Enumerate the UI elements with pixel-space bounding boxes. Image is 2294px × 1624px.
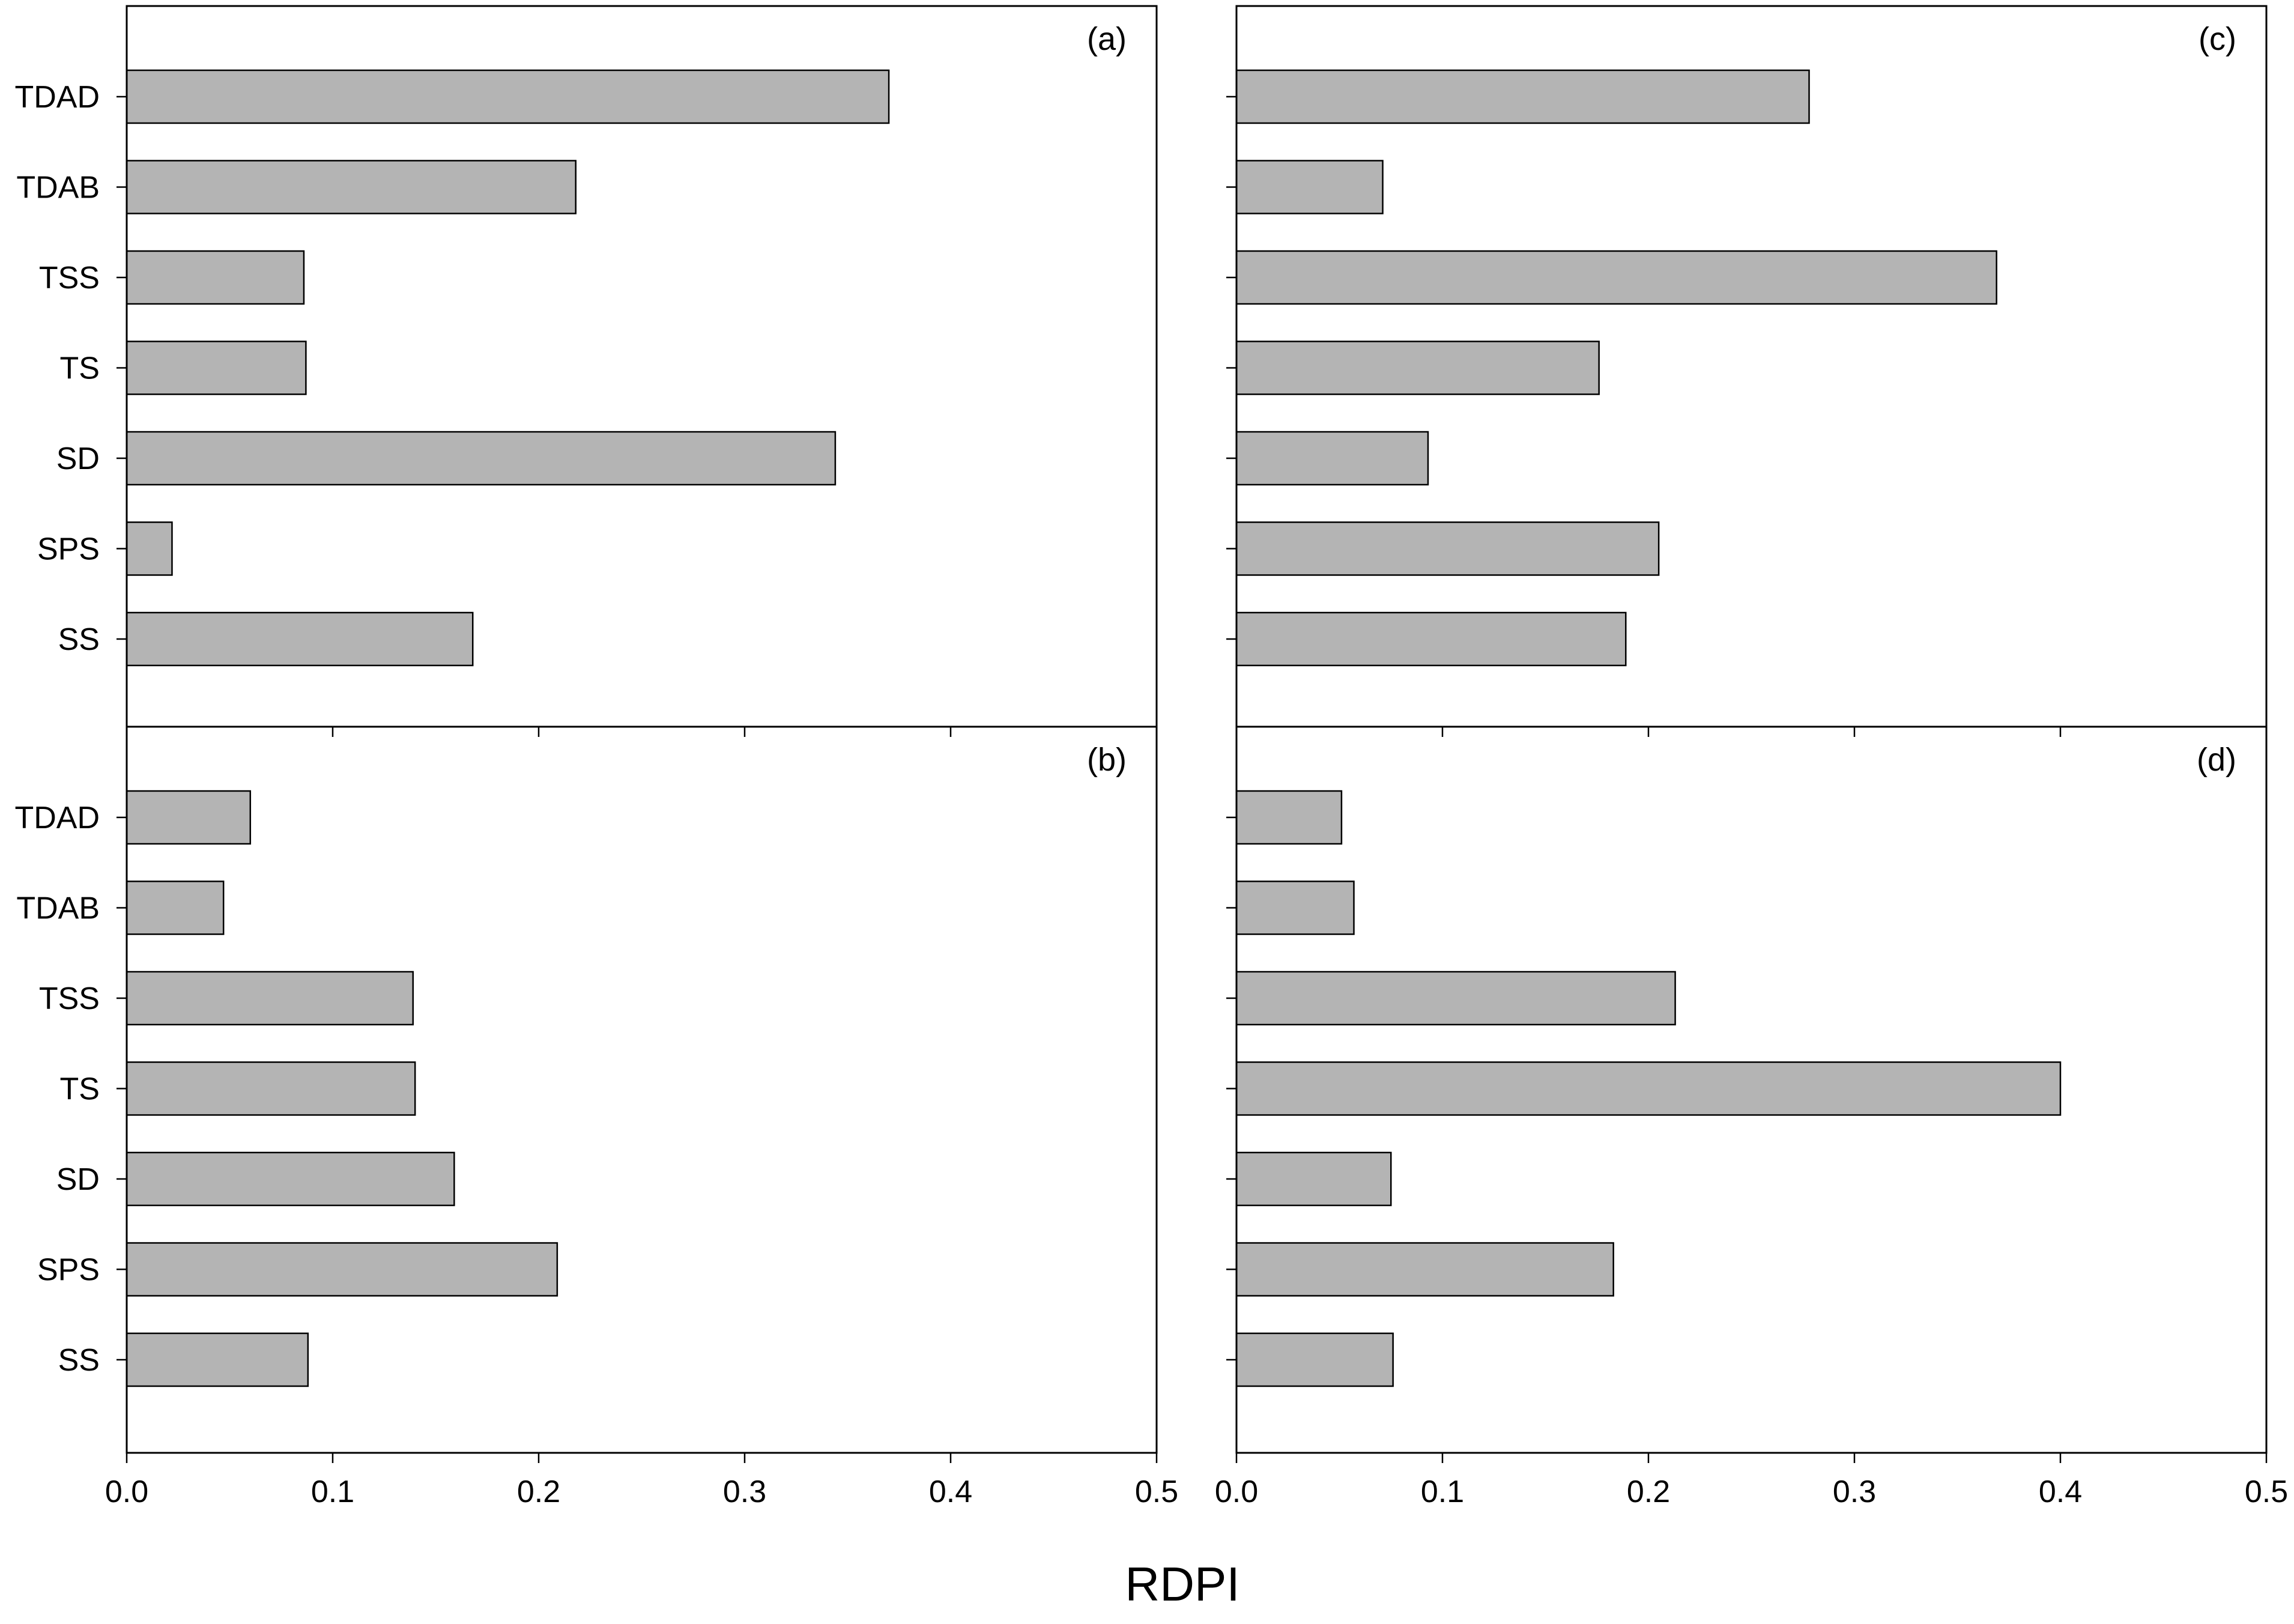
- bar-ts: [1235, 1061, 2062, 1116]
- bar-ss: [1235, 611, 1627, 667]
- x-tick-label: 0.5: [2245, 1474, 2288, 1509]
- bar-tdad: [126, 69, 890, 124]
- x-tick-label: 0.3: [723, 1474, 766, 1509]
- panel-c: (c): [1226, 5, 2268, 737]
- bar-sps: [1235, 521, 1660, 576]
- category-label-sd: SD: [56, 1162, 100, 1197]
- bar-tss: [126, 250, 305, 305]
- x-tick-label: 0.5: [1135, 1474, 1178, 1509]
- panel-label: (a): [1087, 21, 1127, 57]
- bar-sd: [1235, 1151, 1392, 1207]
- bar-tss: [1235, 250, 1997, 305]
- category-label-sps: SPS: [37, 1253, 100, 1288]
- bar-sd: [1235, 431, 1429, 486]
- bar-tdab: [126, 160, 577, 214]
- x-tick-label: 0.4: [929, 1474, 972, 1509]
- category-label-tdad: TDAD: [14, 801, 100, 835]
- bar-sd: [126, 431, 837, 486]
- panel-frame: [126, 726, 1158, 1454]
- x-tick-label: 0.2: [1627, 1474, 1670, 1509]
- category-label-tdab: TDAB: [16, 891, 100, 926]
- x-tick-label: 0.1: [1421, 1474, 1464, 1509]
- bar-tss: [126, 971, 414, 1026]
- panel-label: (b): [1087, 742, 1127, 778]
- category-label-ts: TS: [60, 351, 100, 386]
- bar-ss: [1235, 1332, 1394, 1387]
- category-label-tdab: TDAB: [16, 171, 100, 205]
- category-label-sps: SPS: [37, 532, 100, 567]
- category-label-tss: TSS: [39, 261, 100, 295]
- category-label-sd: SD: [56, 441, 100, 476]
- bar-ts: [126, 1061, 416, 1116]
- category-label-ss: SS: [58, 1343, 100, 1378]
- bar-sps: [126, 521, 173, 576]
- bar-sps: [1235, 1242, 1614, 1297]
- bar-tdad: [1235, 790, 1343, 845]
- x-tick-label: 0.4: [2039, 1474, 2082, 1509]
- bar-ss: [126, 1332, 309, 1387]
- bar-tdad: [126, 790, 252, 845]
- panel-label: (d): [2197, 742, 2236, 778]
- bar-tdad: [1235, 69, 1810, 124]
- panel-b: TDAD TDAB TSS TS SD SPS SS 0.0 0.1 0.2 0.3 0.4 0.5 (b…: [14, 726, 1178, 1509]
- bar-ts: [1235, 341, 1600, 395]
- x-axis-title: RDPI: [1125, 1557, 1239, 1611]
- panel-a: TDAD TDAB TSS TS SD SPS SS (a): [14, 5, 1158, 737]
- bar-sd: [126, 1151, 455, 1207]
- bar-tss: [1235, 971, 1676, 1026]
- bar-ss: [126, 611, 474, 667]
- x-tick-label: 0.1: [311, 1474, 354, 1509]
- category-label-tdad: TDAD: [14, 80, 100, 115]
- category-label-tss: TSS: [39, 981, 100, 1016]
- bar-ts: [126, 341, 307, 395]
- x-tick-label: 0.2: [517, 1474, 560, 1509]
- bar-tdab: [1235, 880, 1355, 935]
- category-label-ss: SS: [58, 622, 100, 657]
- x-tick-label: 0.3: [1833, 1474, 1876, 1509]
- x-tick-label: 0.0: [105, 1474, 148, 1509]
- category-label-ts: TS: [60, 1072, 100, 1107]
- bar-sps: [126, 1242, 558, 1297]
- bar-tdab: [1235, 160, 1384, 214]
- panel-d: 0.0 0.1 0.2 0.3 0.4 0.5 (d): [1215, 726, 2288, 1509]
- panel-label: (c): [2199, 21, 2236, 57]
- panel-frame: [1235, 726, 2268, 1454]
- x-tick-label: 0.0: [1215, 1474, 1258, 1509]
- bar-tdab: [126, 880, 225, 935]
